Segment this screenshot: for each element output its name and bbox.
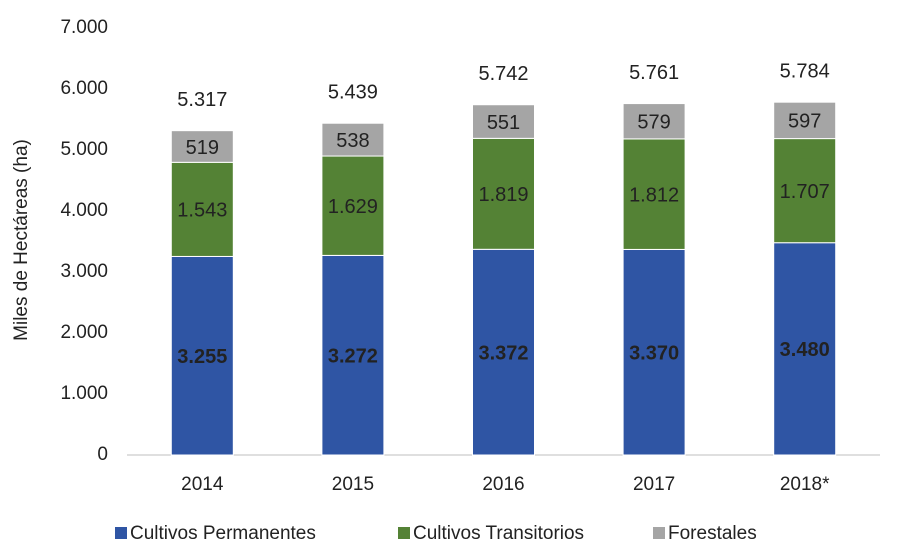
bar-segment (622, 138, 686, 250)
total-label: 5.784 (780, 60, 830, 82)
data-label: 519 (186, 137, 219, 159)
x-tick-label: 2018* (780, 474, 830, 495)
bar-segment (773, 101, 837, 140)
bar-segment (170, 255, 234, 456)
total-label: 5.439 (328, 82, 378, 104)
legend-swatch (653, 527, 665, 539)
data-label: 551 (487, 112, 520, 134)
bar-segment (321, 155, 385, 256)
data-label: 3.372 (478, 342, 528, 364)
y-tick-label: 5.000 (60, 139, 108, 160)
y-tick-label: 3.000 (60, 261, 108, 282)
total-label: 5.317 (177, 89, 227, 111)
y-tick-label: 1.000 (60, 383, 108, 404)
legend-label: Cultivos Permanentes (130, 523, 316, 543)
bar-segment (773, 242, 837, 456)
y-tick-label: 7.000 (60, 17, 108, 38)
data-label: 538 (336, 130, 369, 152)
bar-segment (622, 103, 686, 140)
data-label: 3.370 (629, 342, 679, 364)
legend-label: Forestales (668, 523, 757, 543)
legend-label: Cultivos Transitorios (413, 523, 584, 543)
y-axis-title: Miles de Hectáreas (ha) (11, 139, 32, 341)
y-tick-label: 4.000 (60, 200, 108, 221)
bar-segment (170, 130, 234, 163)
total-label: 5.742 (478, 63, 528, 85)
bar-segment (773, 138, 837, 244)
data-label: 1.629 (328, 196, 378, 218)
data-label: 3.480 (780, 339, 830, 361)
x-tick-label: 2014 (181, 474, 224, 495)
data-label: 579 (637, 112, 670, 134)
legend-swatch (398, 527, 410, 539)
data-label: 1.819 (478, 184, 528, 206)
data-label: 3.255 (177, 346, 227, 368)
y-tick-label: 0 (97, 444, 108, 465)
bar-segment (472, 248, 535, 456)
bar-segment (472, 104, 535, 139)
bar-segment (472, 137, 535, 250)
y-tick-label: 6.000 (60, 78, 108, 99)
total-label: 5.761 (629, 62, 679, 84)
bar-segment (321, 122, 385, 157)
data-label: 1.543 (177, 200, 227, 222)
x-tick-label: 2017 (633, 474, 675, 495)
bar-segment (170, 161, 234, 257)
bar-segment (321, 254, 385, 456)
x-tick-label: 2015 (332, 474, 374, 495)
bar-segment (622, 248, 686, 456)
data-label: 1.812 (629, 184, 679, 206)
data-label: 3.272 (328, 345, 378, 367)
data-label: 1.707 (780, 181, 830, 203)
x-tick-label: 2016 (482, 474, 524, 495)
data-label: 597 (788, 111, 821, 133)
legend-swatch (115, 527, 127, 539)
y-tick-label: 2.000 (60, 322, 108, 343)
